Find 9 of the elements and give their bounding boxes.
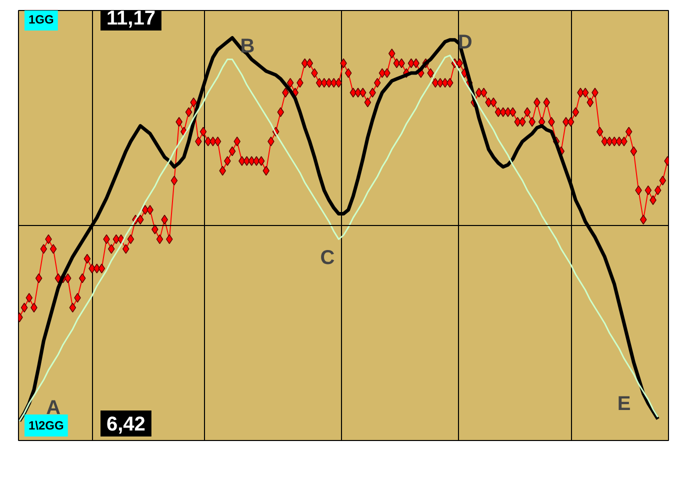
text: 1GG <box>28 12 54 26</box>
annotation: C <box>320 247 335 270</box>
text: 11,17 <box>106 8 156 30</box>
annotation: 6,42 <box>106 414 146 436</box>
annotation: 1\2GG <box>28 418 64 432</box>
annotation: A <box>46 396 61 419</box>
annotation: E <box>617 393 631 416</box>
annotation: D <box>458 31 472 54</box>
annotation: B <box>240 35 255 58</box>
